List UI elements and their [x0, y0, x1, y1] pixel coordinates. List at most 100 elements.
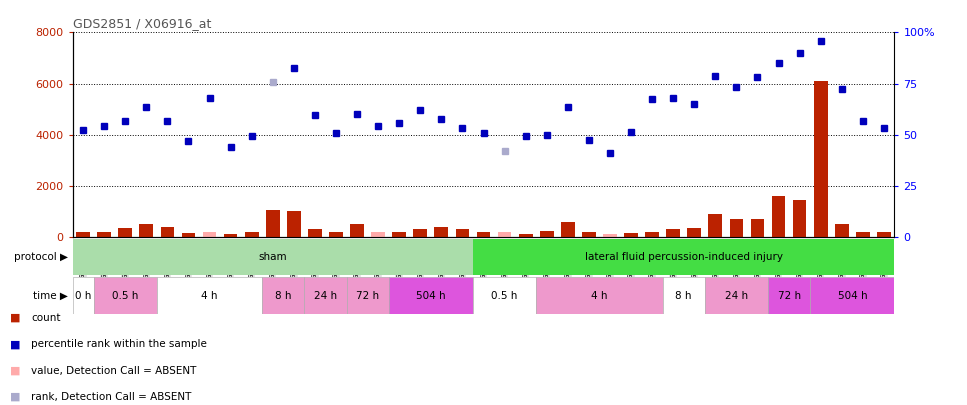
Bar — [624, 233, 638, 237]
Bar — [455, 229, 469, 237]
Text: GSM44500: GSM44500 — [543, 240, 549, 279]
Bar — [709, 214, 722, 237]
Bar — [287, 211, 301, 237]
Text: GSM44478: GSM44478 — [80, 240, 86, 279]
Bar — [877, 232, 891, 237]
Text: 24 h: 24 h — [314, 291, 337, 301]
Bar — [329, 232, 343, 237]
Text: GSM44482: GSM44482 — [733, 240, 740, 279]
Bar — [73, 277, 94, 314]
Text: GSM44466: GSM44466 — [586, 240, 592, 279]
Text: ■: ■ — [10, 313, 20, 323]
Text: GSM44549: GSM44549 — [818, 240, 824, 279]
Text: percentile rank within the sample: percentile rank within the sample — [31, 339, 207, 349]
Bar — [182, 233, 195, 237]
Bar — [814, 81, 828, 237]
Bar — [645, 232, 659, 237]
Text: 0.5 h: 0.5 h — [112, 291, 138, 301]
Text: GSM44473: GSM44473 — [481, 240, 486, 279]
Bar — [666, 229, 680, 237]
Bar — [835, 224, 849, 237]
Bar — [157, 277, 262, 314]
Text: GSM44508: GSM44508 — [375, 240, 381, 279]
Bar — [139, 224, 153, 237]
Bar — [393, 232, 406, 237]
Text: 8 h: 8 h — [676, 291, 692, 301]
Text: GSM44529: GSM44529 — [291, 240, 297, 279]
Bar — [519, 234, 533, 237]
Bar — [389, 277, 473, 314]
Text: GSM44477: GSM44477 — [713, 240, 718, 279]
Bar — [223, 234, 238, 237]
Bar — [498, 232, 512, 237]
Text: GSM44467: GSM44467 — [312, 240, 318, 279]
Text: GSM44471: GSM44471 — [838, 240, 845, 279]
Text: lateral fluid percussion-induced injury: lateral fluid percussion-induced injury — [585, 252, 782, 262]
Text: GSM44507: GSM44507 — [459, 240, 465, 279]
Bar — [772, 196, 785, 237]
Bar — [73, 239, 473, 275]
Text: 8 h: 8 h — [275, 291, 291, 301]
Text: GSM44528: GSM44528 — [270, 240, 276, 279]
Text: GSM44511: GSM44511 — [249, 240, 254, 279]
Bar — [161, 227, 174, 237]
Bar — [750, 219, 764, 237]
Text: 72 h: 72 h — [356, 291, 379, 301]
Bar — [603, 234, 617, 237]
Bar — [346, 277, 389, 314]
Bar — [434, 227, 448, 237]
Text: 0.5 h: 0.5 h — [491, 291, 517, 301]
Text: GSM44484: GSM44484 — [776, 240, 781, 279]
Text: GSM44490: GSM44490 — [354, 240, 360, 279]
Bar — [810, 277, 894, 314]
Text: GSM44496: GSM44496 — [102, 240, 107, 279]
Text: 504 h: 504 h — [837, 291, 867, 301]
Text: GSM44531: GSM44531 — [670, 240, 676, 279]
Text: GSM44491: GSM44491 — [649, 240, 655, 279]
Text: GSM44481: GSM44481 — [860, 240, 865, 279]
Text: GSM44486: GSM44486 — [227, 240, 234, 279]
Text: GSM44493: GSM44493 — [754, 240, 760, 279]
Bar — [473, 239, 894, 275]
Text: 24 h: 24 h — [725, 291, 747, 301]
Bar — [305, 277, 346, 314]
Bar — [414, 229, 427, 237]
Bar — [94, 277, 157, 314]
Text: value, Detection Call = ABSENT: value, Detection Call = ABSENT — [31, 366, 196, 375]
Bar — [477, 232, 490, 237]
Text: GDS2851 / X06916_at: GDS2851 / X06916_at — [73, 17, 211, 30]
Text: ■: ■ — [10, 392, 20, 402]
Text: GSM44494: GSM44494 — [186, 240, 191, 279]
Bar — [856, 232, 869, 237]
Bar — [118, 228, 132, 237]
Text: 0 h: 0 h — [74, 291, 91, 301]
Bar — [793, 200, 806, 237]
Text: GSM44667: GSM44667 — [628, 240, 634, 279]
Text: GSM44485: GSM44485 — [418, 240, 424, 279]
Bar — [662, 277, 705, 314]
Bar — [76, 232, 90, 237]
Bar — [350, 224, 364, 237]
Bar — [561, 222, 574, 237]
Bar — [768, 277, 810, 314]
Bar — [729, 219, 744, 237]
Text: count: count — [31, 313, 61, 323]
Text: sham: sham — [258, 252, 287, 262]
Bar — [371, 232, 385, 237]
Bar — [473, 277, 536, 314]
Bar — [705, 277, 768, 314]
Text: GSM44495: GSM44495 — [438, 240, 445, 279]
Text: GSM44498: GSM44498 — [607, 240, 613, 279]
Text: GSM44530: GSM44530 — [333, 240, 339, 279]
Text: 4 h: 4 h — [201, 291, 218, 301]
Bar — [245, 232, 258, 237]
Bar — [688, 228, 701, 237]
Text: ■: ■ — [10, 366, 20, 375]
Text: GSM44480: GSM44480 — [502, 240, 508, 279]
Bar — [540, 230, 553, 237]
Text: time ▶: time ▶ — [33, 291, 68, 301]
Text: GSM44483: GSM44483 — [396, 240, 402, 279]
Bar — [98, 232, 111, 237]
Text: 504 h: 504 h — [416, 291, 446, 301]
Bar — [308, 229, 322, 237]
